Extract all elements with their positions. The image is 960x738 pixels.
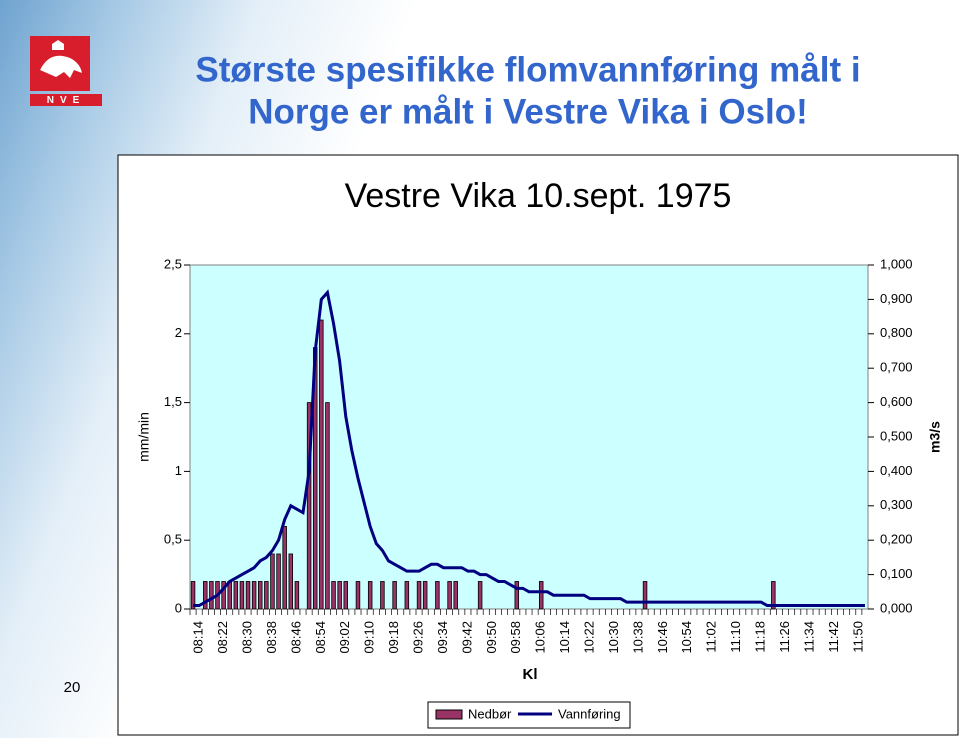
bar [221, 581, 226, 610]
x-tick-label: 10:46 [655, 621, 670, 654]
chart: 0 0,5 1 1,5 2 2,5 0,000 0,100 0,200 0,300 0,400 0,5… [136, 256, 943, 729]
bar [264, 581, 269, 610]
page-number: 20 [64, 679, 81, 696]
bar [258, 581, 263, 610]
bar [416, 581, 422, 610]
y2-tick-label: 0,500 [880, 428, 913, 443]
nve-logo: NVE [30, 36, 102, 106]
bar [337, 581, 342, 610]
x-tick-label: 11:50 [850, 621, 865, 653]
bar [538, 581, 544, 610]
x-tick-label: 09:02 [337, 621, 352, 654]
chart-title: Vestre Vika 10.sept. 1975 [345, 177, 732, 215]
y2-tick-label: 0,200 [880, 532, 913, 547]
bar [227, 581, 232, 610]
y-axis-title: mm/min [136, 412, 152, 462]
x-tick-label: 10:14 [557, 621, 572, 654]
x-tick-label: 10:06 [533, 621, 548, 654]
bar [325, 402, 330, 610]
bar [355, 581, 361, 610]
x-tick-label: 08:38 [264, 621, 279, 654]
x-tick-label: 10:38 [630, 621, 645, 654]
legend: Nedbør Vannføring [427, 701, 631, 729]
y2-tick-label: 0,300 [880, 497, 913, 512]
bar [477, 581, 483, 610]
x-tick-label: 09:26 [410, 621, 425, 654]
bar [422, 581, 428, 610]
x-tick-label: 11:42 [826, 621, 841, 653]
bar [288, 553, 294, 610]
bar [380, 581, 385, 610]
y-tick-label: 1 [175, 463, 182, 478]
x-tick-label: 11:10 [728, 621, 743, 653]
x-tick-label: 10:30 [606, 621, 621, 654]
x-tick-label: 09:34 [435, 621, 450, 654]
x-axis-title: Kl [523, 666, 538, 683]
bar [282, 526, 287, 610]
y2-tick-label: 0,100 [880, 566, 913, 581]
y2-tick-label: 0,800 [880, 325, 913, 340]
legend-label: Nedbør [468, 706, 512, 721]
bar [270, 553, 275, 610]
x-tick-label: 08:14 [191, 621, 206, 654]
x-tick-label: 08:30 [239, 621, 254, 654]
x-tick-label: 10:54 [679, 621, 694, 654]
x-tick-label: 09:18 [386, 621, 401, 654]
bar [771, 581, 776, 610]
y2-tick-label: 0,400 [880, 463, 913, 478]
plot-area [189, 264, 869, 610]
y2-axis-title: m3/s [927, 421, 943, 453]
bar [294, 581, 300, 610]
bar [319, 319, 324, 610]
bar [233, 581, 239, 610]
legend-label: Vannføring [558, 706, 621, 721]
bar [367, 581, 373, 610]
bar [435, 581, 440, 610]
y2-tick-label: 0,700 [880, 360, 913, 375]
bar [306, 402, 312, 610]
y-tick-label: 1,5 [164, 394, 182, 409]
slide-title-line: Norge er målt i Vestre Vika i Oslo! [248, 92, 808, 131]
bar [453, 581, 458, 610]
bar [245, 581, 251, 610]
bar [203, 581, 208, 610]
legend-swatch [435, 709, 463, 720]
y2-tick-label: 0,000 [880, 600, 913, 615]
bar [251, 581, 257, 610]
bar [239, 581, 245, 610]
bar [276, 553, 281, 610]
x-tick-label: 09:10 [362, 621, 377, 654]
bar [642, 581, 648, 610]
bar [343, 581, 348, 610]
y-tick-label: 2 [175, 325, 182, 340]
x-tick-label: 08:54 [313, 621, 328, 654]
bar [392, 581, 397, 610]
x-tick-label: 11:02 [704, 621, 719, 653]
slide-title-line: Største spesifikke flomvannføring målt i [195, 50, 860, 89]
y-tick-label: 0,5 [164, 532, 182, 547]
x-tick-label: 08:46 [288, 621, 303, 654]
y2-tick-label: 0,600 [880, 394, 913, 409]
y2-tick-label: 0,900 [880, 291, 913, 306]
bar [331, 581, 336, 610]
bar [447, 581, 452, 610]
x-tick-label: 11:26 [777, 621, 792, 653]
line [193, 289, 865, 608]
bar [190, 581, 196, 610]
bar [514, 581, 520, 610]
bar [404, 581, 410, 610]
y2-tick-label: 1,000 [880, 256, 913, 271]
bar [209, 581, 214, 610]
x-tick-label: 11:18 [753, 621, 768, 653]
x-tick-label: 09:42 [459, 621, 474, 654]
y-tick-label: 2,5 [164, 256, 182, 271]
x-tick-label: 09:50 [484, 621, 499, 654]
logo-text: NVE [47, 95, 86, 106]
x-tick-label: 08:22 [215, 621, 230, 654]
x-tick-label: 11:34 [801, 621, 816, 653]
x-tick-label: 09:58 [508, 621, 523, 654]
x-tick-label: 10:22 [582, 621, 597, 654]
y-tick-label: 0 [175, 600, 182, 615]
